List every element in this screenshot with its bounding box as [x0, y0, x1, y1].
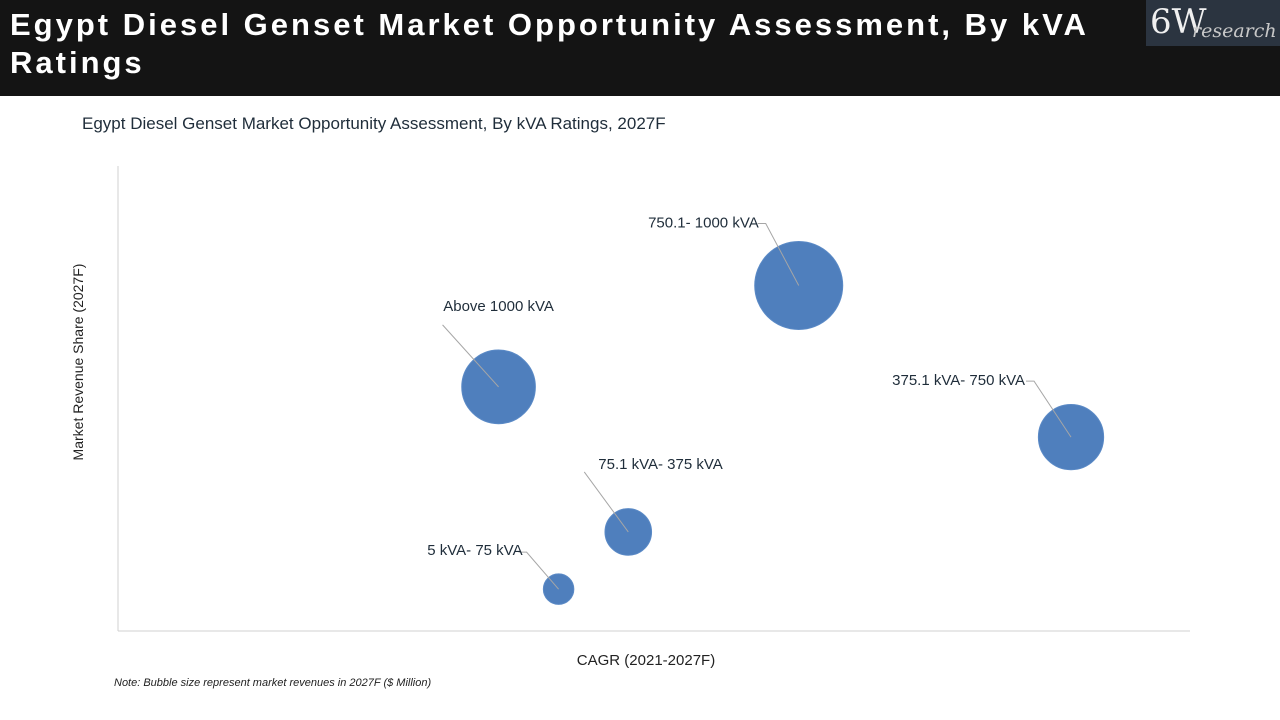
data-label-75-1-kva-375-kva: 75.1 kVA- 375 kVA — [598, 456, 723, 473]
y-axis-label: Market Revenue Share (2027F) — [70, 264, 86, 461]
data-label-375-1-kva-750-kva: 375.1 kVA- 750 kVA — [892, 372, 1025, 389]
bubble-chart: CAGR (2021-2027F) Market Revenue Share (… — [0, 0, 1280, 720]
footnote: Note: Bubble size represent market reven… — [114, 677, 431, 689]
bubble-series: 750.1- 1000 kVA Above 1000 kVA 375.1 kVA- … — [427, 215, 1103, 605]
data-label-5-kva-75-kva: 5 kVA- 75 kVA — [427, 542, 522, 559]
x-axis-label: CAGR (2021-2027F) — [577, 652, 715, 669]
data-label-750-1-1000-kva: 750.1- 1000 kVA — [648, 215, 759, 232]
data-label-above-1000-kva: Above 1000 kVA — [443, 298, 554, 315]
